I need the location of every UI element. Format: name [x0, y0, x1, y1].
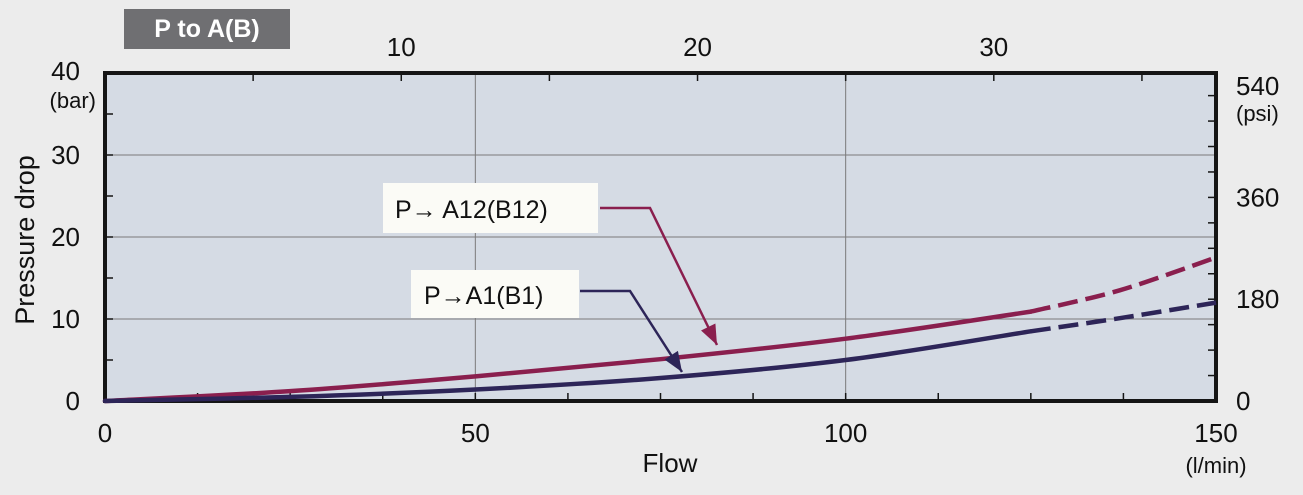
x-tick-label: 0	[98, 418, 112, 448]
series-arrowhead-2	[664, 350, 682, 372]
x-axis-title: Flow	[643, 448, 698, 478]
y-tick-label: 10	[51, 304, 80, 334]
series-label-box-1	[383, 183, 598, 233]
series-line-1	[102, 309, 1034, 404]
series-extrapolation-2	[1030, 300, 1217, 334]
right-tick-label: 540	[1236, 71, 1279, 101]
y-tick-label: 0	[66, 386, 80, 416]
series-label-1: P→ A12(B12)	[395, 196, 548, 224]
series-label-2: P→A1(B1)	[424, 282, 543, 310]
series-leader-1	[600, 206, 719, 346]
chart-badge: P to A(B)	[124, 9, 290, 49]
series-leader-2	[580, 289, 684, 373]
right-tick-label: 0	[1236, 386, 1250, 416]
right-tick-label: 180	[1236, 284, 1279, 314]
top-tick-label: 10	[387, 32, 416, 62]
y-unit-label: (bar)	[50, 88, 96, 113]
plot-frame	[103, 71, 1218, 403]
y-axis-title: Pressure drop	[10, 155, 40, 325]
right-tick-label: 360	[1236, 182, 1279, 212]
x-tick-label: 150	[1194, 418, 1237, 448]
x-tick-label: 50	[461, 418, 490, 448]
y-tick-label: 40	[51, 56, 80, 86]
y-tick-label: 20	[51, 222, 80, 252]
series-extrapolation-1	[1030, 255, 1217, 314]
top-tick-label: 20	[683, 32, 712, 62]
x-tick-label: 100	[824, 418, 867, 448]
y2-unit-label: (psi)	[1236, 101, 1279, 126]
top-tick-label: 30	[979, 32, 1008, 62]
series-arrowhead-1	[701, 323, 717, 345]
y-tick-label: 30	[51, 140, 80, 170]
series-label-box-2	[411, 270, 579, 318]
series-line-2	[102, 329, 1034, 404]
x-unit-label: (l/min)	[1185, 453, 1246, 478]
